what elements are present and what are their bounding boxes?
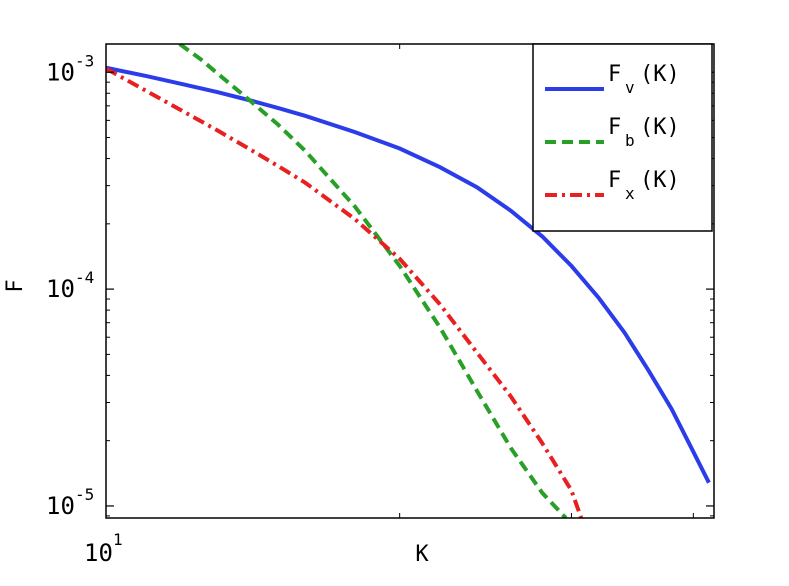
series-line-x	[106, 66, 584, 518]
x-axis-label: K	[415, 542, 429, 567]
y-axis-label: F	[3, 279, 28, 292]
legend-label-suffix: (K)	[640, 115, 680, 140]
plot-frame	[105, 43, 715, 519]
legend-label-subscript: b	[625, 131, 635, 150]
legend: Fv (K) Fb (K) Fx (K)	[532, 43, 713, 232]
legend-label-suffix: (K)	[640, 168, 680, 193]
legend-label-subscript: v	[625, 78, 635, 97]
series-line-v	[106, 65, 711, 484]
y-tick-label: 10	[46, 58, 75, 86]
legend-label-name: F	[608, 168, 621, 193]
x-tick-exponent: 1	[113, 530, 123, 549]
series-layer	[106, 44, 711, 518]
y-tick-exponent: -5	[75, 485, 94, 504]
legend-box	[532, 43, 713, 232]
series-line-b	[178, 44, 568, 518]
legend-label-name: F	[608, 115, 621, 140]
y-tick-exponent: -3	[75, 51, 94, 70]
legend-label-subscript: x	[625, 184, 635, 203]
tick-layer: 10 -310 -410 -510 1	[46, 44, 714, 567]
y-tick-label: 10	[46, 275, 75, 303]
y-tick-exponent: -4	[75, 268, 94, 287]
legend-label-suffix: (K)	[640, 62, 680, 87]
x-tick-label: 10	[84, 539, 113, 567]
legend-label-name: F	[608, 62, 621, 87]
y-tick-label: 10	[46, 492, 75, 520]
